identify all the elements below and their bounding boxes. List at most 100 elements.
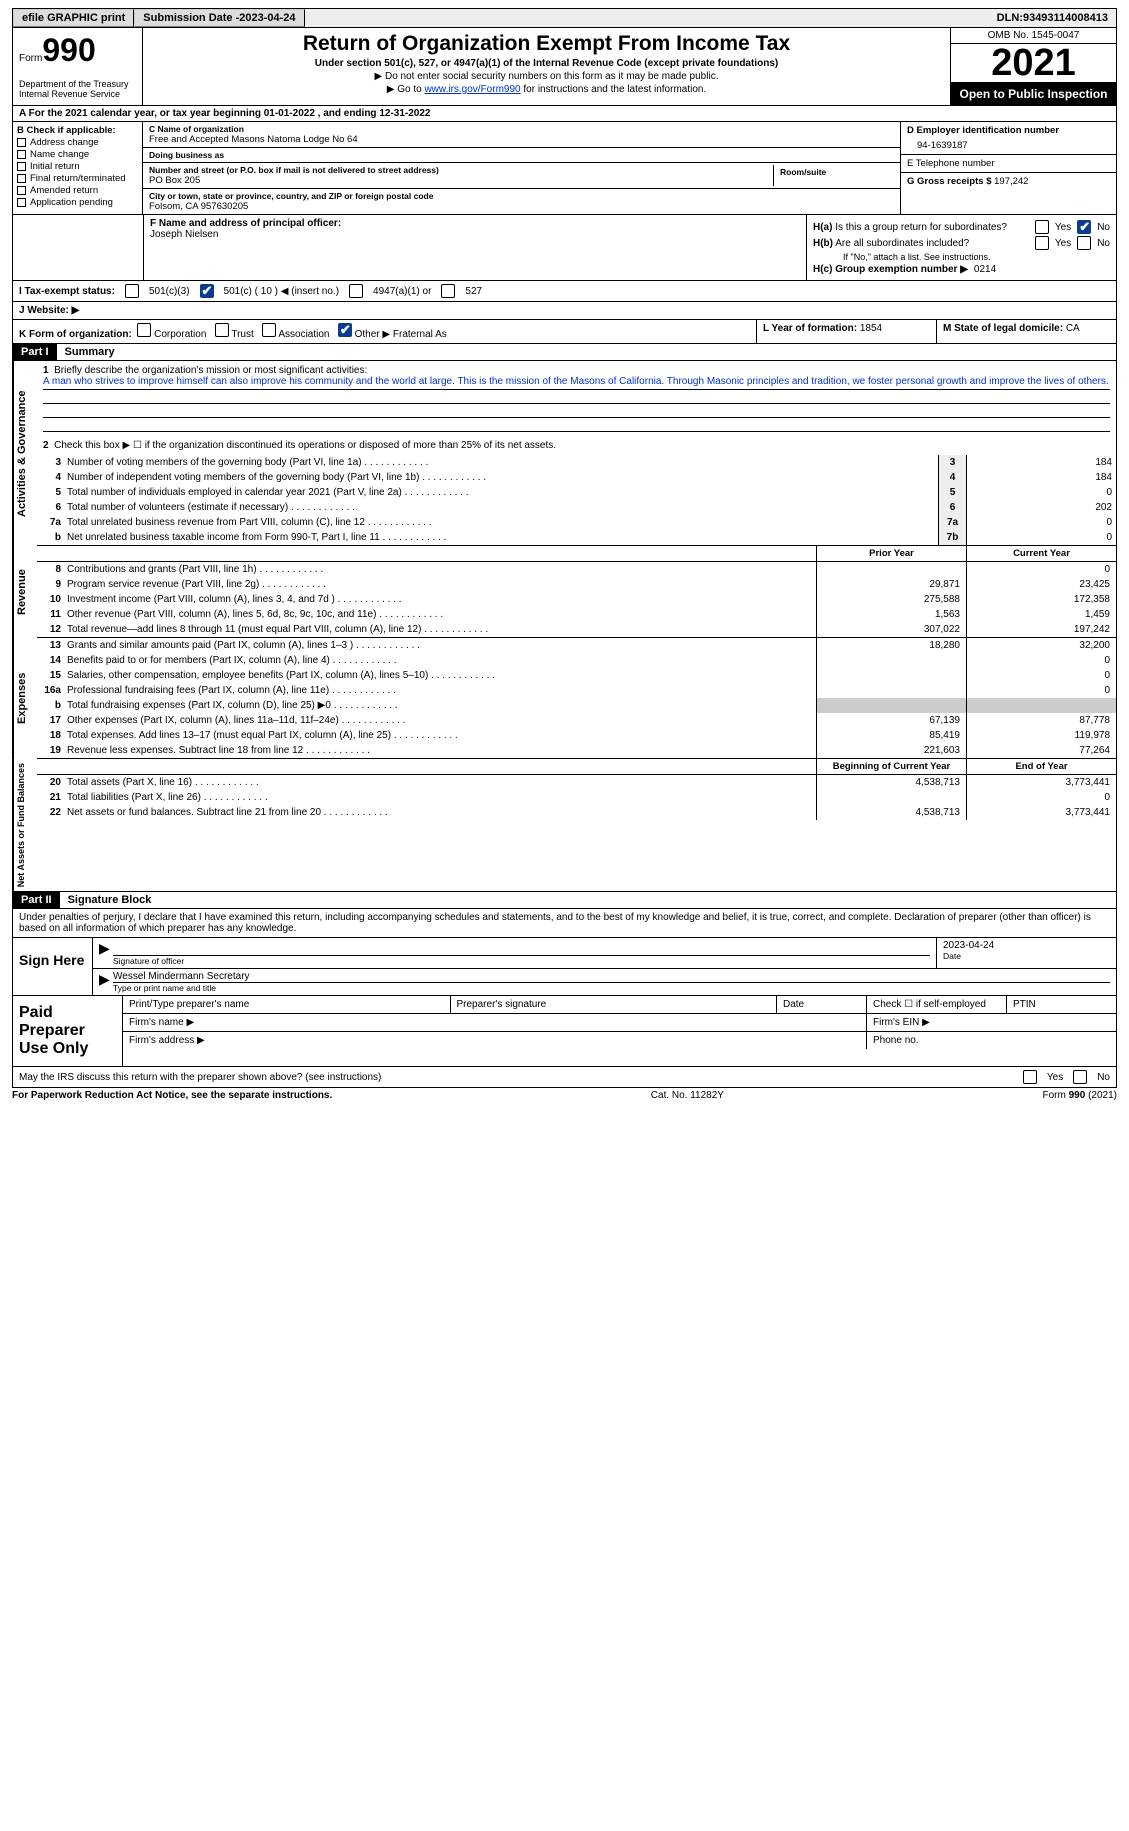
part1-header: Part I Summary <box>12 344 1117 361</box>
form-990-mark: Form 990 <box>19 32 136 69</box>
principal-officer: Joseph Nielsen <box>150 229 800 240</box>
hb-yes[interactable] <box>1035 236 1049 250</box>
col-end-year: End of Year <box>966 759 1116 774</box>
summary-table: Activities & Governance 1 Briefly descri… <box>12 361 1117 892</box>
col-beginning-year: Beginning of Current Year <box>816 759 966 774</box>
city-label: City or town, state or province, country… <box>149 191 894 201</box>
ck-app-pending[interactable] <box>17 198 26 207</box>
rev-line-11: 11Other revenue (Part VIII, column (A), … <box>37 607 1116 622</box>
top-bar: efile GRAPHIC print Submission Date - 20… <box>12 8 1117 28</box>
submission-date-btn[interactable]: Submission Date - 2023-04-24 <box>134 9 304 27</box>
ck-name-change[interactable] <box>17 150 26 159</box>
sig-arrow-icon-2: ▶ <box>93 969 107 995</box>
prep-self-emp: Check ☐ if self-employed <box>866 996 1006 1013</box>
gross-receipts-label: G Gross receipts $ <box>907 176 994 187</box>
ck-trust[interactable] <box>215 323 229 337</box>
rev-line-8: 8Contributions and grants (Part VIII, li… <box>37 562 1116 577</box>
ha-yes[interactable] <box>1035 220 1049 234</box>
col-d-ein-etc: D Employer identification number 94-1639… <box>901 122 1116 214</box>
form-page: Form 990 (2021) <box>1043 1090 1117 1101</box>
prep-name-label: Print/Type preparer's name <box>123 996 450 1013</box>
ha-no[interactable] <box>1077 220 1091 234</box>
state-domicile: CA <box>1066 323 1080 334</box>
vlabel-expenses: Expenses <box>13 638 37 759</box>
gov-line-7a: 7aTotal unrelated business revenue from … <box>37 515 1116 530</box>
prep-date-label: Date <box>776 996 866 1013</box>
form-title: Return of Organization Exempt From Incom… <box>151 32 942 56</box>
exp-line-19: 19Revenue less expenses. Subtract line 1… <box>37 743 1116 758</box>
section-revenue: Prior Year Current Year 8Contributions a… <box>37 546 1116 638</box>
subdate-value: 2023-04-24 <box>239 12 295 24</box>
paid-preparer-label: Paid Preparer Use Only <box>13 996 123 1066</box>
firm-phone-label: Phone no. <box>866 1032 1116 1049</box>
rev-line-10: 10Investment income (Part VIII, column (… <box>37 592 1116 607</box>
city-value: Folsom, CA 957630205 <box>149 201 894 212</box>
row-f-h: F Name and address of principal officer:… <box>12 214 1117 281</box>
vlabel-revenue: Revenue <box>13 546 37 638</box>
vlabel-net-assets: Net Assets or Fund Balances <box>13 759 37 891</box>
addr-label: Number and street (or P.O. box if mail i… <box>149 165 773 175</box>
ck-corp[interactable] <box>137 323 151 337</box>
may-no[interactable] <box>1073 1070 1087 1084</box>
ein-value: 94-1639187 <box>907 136 1110 151</box>
ck-assoc[interactable] <box>262 323 276 337</box>
sig-arrow-icon: ▶ <box>93 938 107 968</box>
hc-value: 0214 <box>974 264 996 275</box>
b-label: B Check if applicable: <box>17 125 138 136</box>
exp-line-b: bTotal fundraising expenses (Part IX, co… <box>37 698 1116 713</box>
col-c-name-addr: C Name of organization Free and Accepted… <box>143 122 901 214</box>
may-yes[interactable] <box>1023 1070 1037 1084</box>
net-line-21: 21Total liabilities (Part X, line 26)0 <box>37 790 1116 805</box>
ck-501c[interactable] <box>200 284 214 298</box>
row-a-period: A For the 2021 calendar year, or tax yea… <box>12 106 1117 122</box>
entity-block: B Check if applicable: Address change Na… <box>12 122 1117 214</box>
ck-final-return[interactable] <box>17 174 26 183</box>
ck-amended-return[interactable] <box>17 186 26 195</box>
section-expenses: 13Grants and similar amounts paid (Part … <box>37 638 1116 759</box>
ck-other[interactable] <box>338 323 352 337</box>
ck-initial-return[interactable] <box>17 162 26 171</box>
exp-line-15: 15Salaries, other compensation, employee… <box>37 668 1116 683</box>
gross-receipts-value: 197,242 <box>994 176 1028 187</box>
form-note-2: ▶ Go to www.irs.gov/Form990 for instruct… <box>151 84 942 95</box>
gov-line-4: 4Number of independent voting members of… <box>37 470 1116 485</box>
part2-header: Part II Signature Block <box>12 892 1117 909</box>
col-current-year: Current Year <box>966 546 1116 561</box>
mission-text: A man who strives to improve himself can… <box>43 376 1110 390</box>
row-j-website: J Website: ▶ <box>12 302 1117 320</box>
efile-print-btn[interactable]: efile GRAPHIC print <box>13 9 134 27</box>
ck-527[interactable] <box>441 284 455 298</box>
mission-label: Briefly describe the organization's miss… <box>54 365 367 376</box>
may-irs-discuss: May the IRS discuss this return with the… <box>12 1067 1117 1088</box>
col-prior-year: Prior Year <box>816 546 966 561</box>
addr-value: PO Box 205 <box>149 175 773 186</box>
cat-no: Cat. No. 11282Y <box>651 1090 724 1101</box>
dept-treasury: Department of the Treasury Internal Reve… <box>19 79 136 99</box>
firm-name-label: Firm's name ▶ <box>123 1014 866 1031</box>
subdate-label: Submission Date - <box>143 12 239 24</box>
f-label: F Name and address of principal officer: <box>150 218 800 229</box>
gov-line-5: 5Total number of individuals employed in… <box>37 485 1116 500</box>
exp-line-16a: 16aProfessional fundraising fees (Part I… <box>37 683 1116 698</box>
hb-no[interactable] <box>1077 236 1091 250</box>
gov-line-7b: bNet unrelated business taxable income f… <box>37 530 1116 545</box>
rev-line-12: 12Total revenue—add lines 8 through 11 (… <box>37 622 1116 637</box>
sig-officer-label: Signature of officer <box>113 956 930 966</box>
irs-link[interactable]: www.irs.gov/Form990 <box>424 84 520 95</box>
phone-label: E Telephone number <box>907 158 1110 169</box>
col-b-checkboxes: B Check if applicable: Address change Na… <box>13 122 143 214</box>
line2-text: Check this box ▶ ☐ if the organization d… <box>54 440 556 451</box>
hb-note: If "No," attach a list. See instructions… <box>813 252 1110 262</box>
ptin-label: PTIN <box>1006 996 1116 1013</box>
sign-here-label: Sign Here <box>13 938 93 995</box>
sig-name: Wessel Mindermann Secretary <box>113 971 1110 983</box>
ck-4947[interactable] <box>349 284 363 298</box>
net-line-20: 20Total assets (Part X, line 16)4,538,71… <box>37 775 1116 790</box>
ck-address-change[interactable] <box>17 138 26 147</box>
vlabel-governance: Activities & Governance <box>13 361 37 546</box>
c-name-label: C Name of organization <box>149 124 894 134</box>
tax-year: 2021 <box>951 44 1116 83</box>
signature-block: Under penalties of perjury, I declare th… <box>12 909 1117 1067</box>
ck-501c3[interactable] <box>125 284 139 298</box>
exp-line-17: 17Other expenses (Part IX, column (A), l… <box>37 713 1116 728</box>
